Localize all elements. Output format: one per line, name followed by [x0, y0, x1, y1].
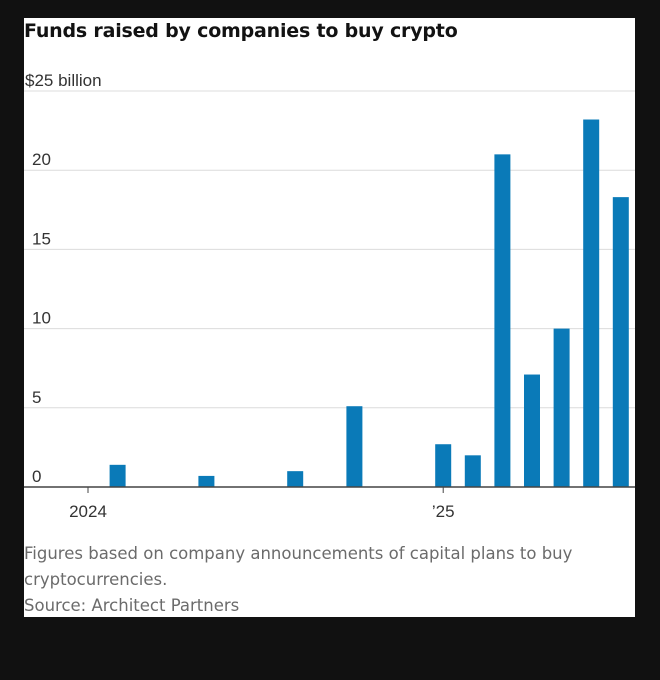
- bar: [583, 119, 600, 488]
- bar-chart: $25 billion 0 5 10 15 20 2024 ’25: [24, 71, 635, 521]
- x-tick-label: ’25: [432, 502, 455, 521]
- chart-title: Funds raised by companies to buy crypto: [24, 20, 458, 42]
- y-tick-label: 0: [32, 467, 41, 486]
- bar: [198, 475, 215, 487]
- gridlines: [24, 90, 635, 409]
- y-tick-label: 15: [32, 229, 51, 248]
- source-line: Source: Architect Partners: [24, 596, 240, 615]
- bar: [612, 197, 629, 488]
- bar: [524, 374, 540, 487]
- y-tick-label: 20: [32, 150, 51, 169]
- bar: [346, 406, 363, 487]
- y-tick-label: 10: [32, 309, 51, 328]
- bar: [494, 154, 511, 488]
- bars: [109, 119, 629, 488]
- footnote: Figures based on company announcements o…: [24, 544, 573, 589]
- bar: [553, 328, 570, 487]
- bar: [464, 455, 481, 487]
- y-axis-unit-label: $25 billion: [25, 71, 102, 90]
- x-tick-labels: 2024 ’25: [69, 487, 455, 521]
- x-tick-label: 2024: [69, 502, 107, 521]
- y-tick-label: 5: [32, 388, 41, 407]
- bar: [287, 471, 304, 487]
- y-tick-labels: 0 5 10 15 20: [32, 150, 51, 486]
- chart-notes: Figures based on company announcements o…: [24, 541, 624, 619]
- bar: [109, 464, 126, 487]
- bar: [435, 444, 452, 487]
- chart-card: Funds raised by companies to buy crypto …: [24, 18, 635, 617]
